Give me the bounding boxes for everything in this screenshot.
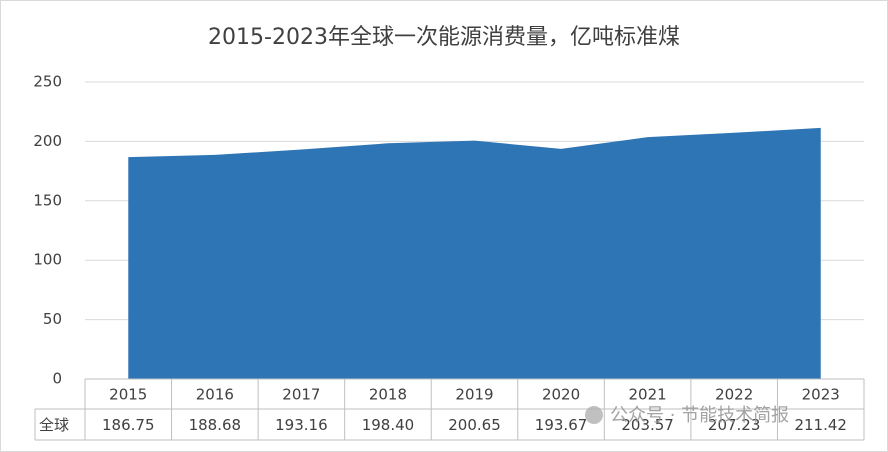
x-tick-label: 2020 [542,386,580,404]
data-label: 200.65 [448,416,501,434]
watermark: 公众号 · 节能技术简报 [610,405,789,426]
x-tick-label: 2016 [196,386,234,404]
y-tick-label: 150 [33,191,62,209]
y-tick-label: 50 [43,310,62,328]
x-tick-label: 2022 [715,386,753,404]
data-label: 193.67 [535,416,588,434]
watermark-icon [585,406,603,424]
x-tick-label: 2023 [802,386,840,404]
x-tick-label: 2019 [455,386,493,404]
y-tick-label: 100 [33,251,62,269]
data-label: 188.68 [189,416,242,434]
data-label: 211.42 [794,416,847,434]
data-label: 203.57 [621,416,674,434]
data-label: 186.75 [102,416,155,434]
area [128,127,821,379]
chart-title: 2015-2023年全球一次能源消费量，亿吨标准煤 [208,25,680,50]
y-tick-label: 0 [52,370,62,388]
legend-label: 全球 [39,416,69,434]
x-tick-label: 2021 [629,386,667,404]
y-tick-label: 200 [33,132,62,150]
y-tick-label: 250 [33,73,62,91]
data-label: 207.23 [708,416,761,434]
x-tick-label: 2018 [369,386,407,404]
x-tick-label: 2015 [109,386,147,404]
data-label: 193.16 [275,416,328,434]
x-tick-label: 2017 [282,386,320,404]
data-label: 198.40 [362,416,415,434]
